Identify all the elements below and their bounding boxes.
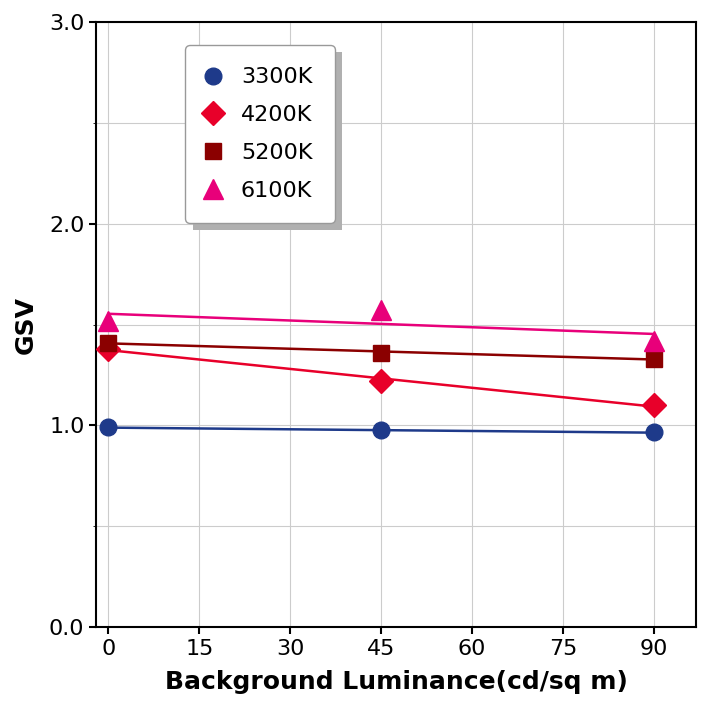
3300K	[104, 423, 113, 432]
3300K	[650, 428, 658, 437]
6100K	[104, 316, 113, 325]
4200K	[650, 401, 658, 409]
3300K	[377, 426, 386, 435]
5200K	[377, 348, 386, 357]
5200K	[104, 338, 113, 347]
4200K	[377, 377, 386, 385]
6100K	[377, 306, 386, 314]
6100K	[650, 336, 658, 345]
Line: 5200K: 5200K	[100, 334, 662, 367]
5200K	[650, 355, 658, 363]
Line: 3300K: 3300K	[100, 419, 662, 441]
4200K	[104, 345, 113, 353]
Line: 4200K: 4200K	[100, 341, 662, 413]
Y-axis label: GSV: GSV	[14, 295, 38, 353]
X-axis label: Background Luminance(cd/sq m): Background Luminance(cd/sq m)	[165, 670, 628, 694]
Legend: 3300K, 4200K, 5200K, 6100K: 3300K, 4200K, 5200K, 6100K	[185, 45, 334, 223]
FancyBboxPatch shape	[192, 52, 342, 230]
Line: 6100K: 6100K	[99, 301, 663, 350]
